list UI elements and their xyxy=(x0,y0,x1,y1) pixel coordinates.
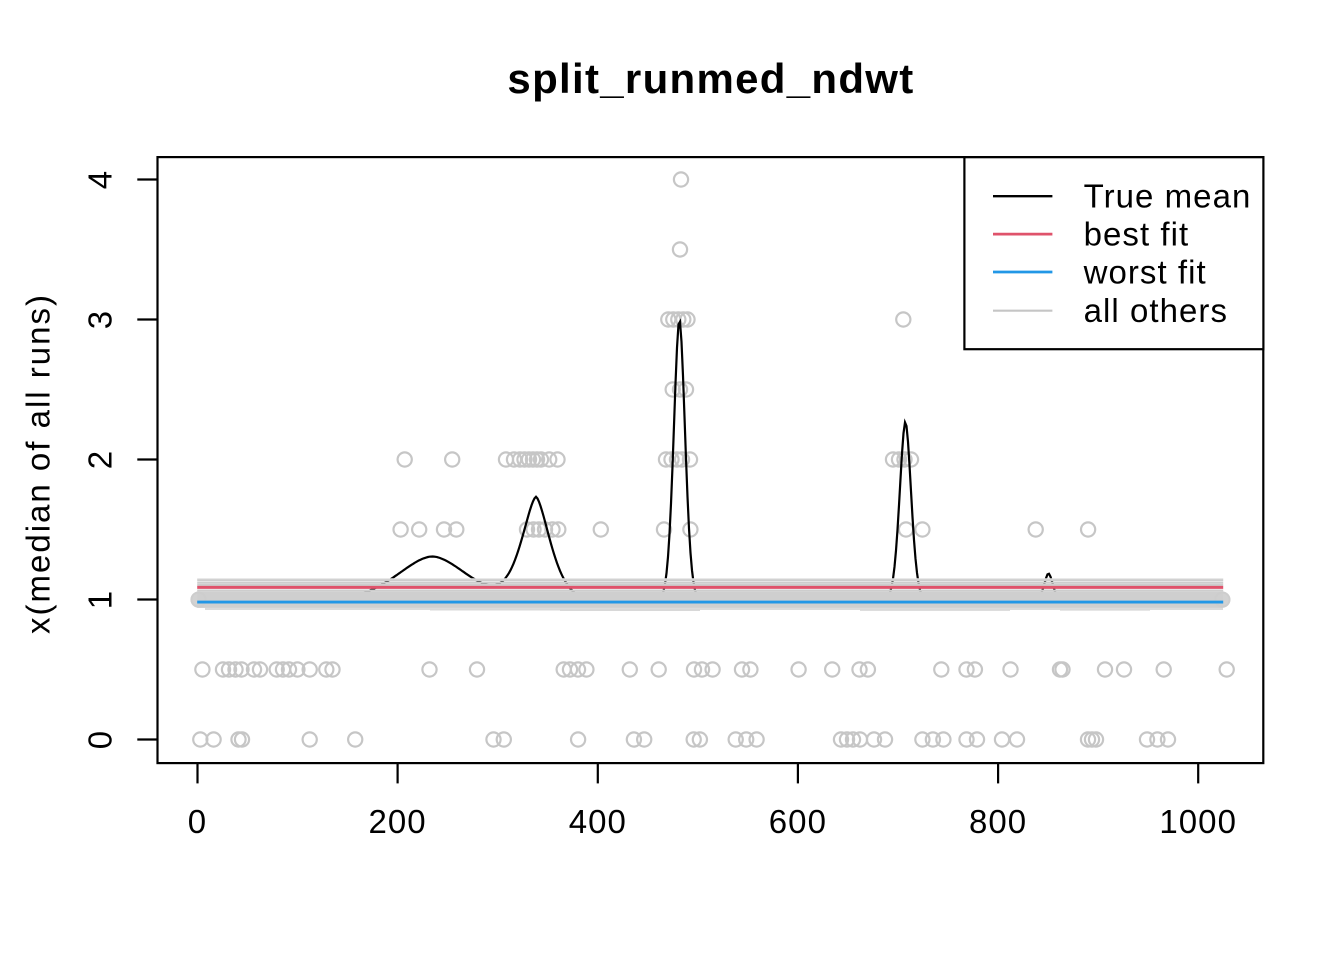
svg-text:0: 0 xyxy=(188,803,207,840)
svg-text:200: 200 xyxy=(368,803,426,840)
svg-text:4: 4 xyxy=(82,170,119,189)
svg-text:3: 3 xyxy=(82,310,119,329)
svg-text:400: 400 xyxy=(569,803,627,840)
svg-text:600: 600 xyxy=(769,803,827,840)
svg-text:0: 0 xyxy=(82,730,119,749)
svg-text:worst fit: worst fit xyxy=(1083,254,1207,291)
svg-text:1: 1 xyxy=(82,590,119,609)
svg-text:x(median of all runs): x(median of all runs) xyxy=(19,293,56,634)
svg-text:all others: all others xyxy=(1084,292,1228,329)
svg-text:True mean: True mean xyxy=(1084,178,1252,215)
svg-text:2: 2 xyxy=(82,450,119,469)
svg-text:800: 800 xyxy=(969,803,1027,840)
svg-text:best fit: best fit xyxy=(1084,216,1190,253)
svg-text:1000: 1000 xyxy=(1159,803,1237,840)
svg-text:split_runmed_ndwt: split_runmed_ndwt xyxy=(507,55,914,102)
